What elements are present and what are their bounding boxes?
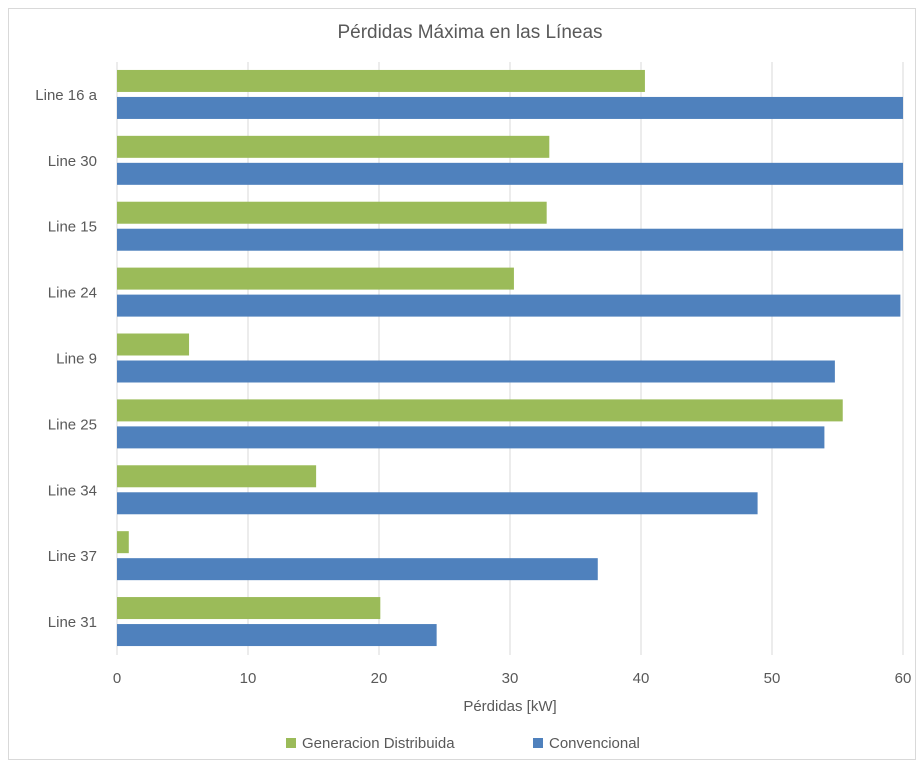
bar-generacion-distribuida: [117, 597, 381, 620]
x-tick-label: 20: [371, 670, 388, 687]
bar-convencional: [117, 162, 903, 185]
bar-generacion-distribuida: [117, 399, 843, 422]
bar-convencional: [117, 294, 901, 317]
bars: [117, 69, 903, 647]
legend: Generacion Distribuida Convencional: [286, 735, 640, 752]
x-tick-label: 10: [240, 670, 257, 687]
y-tick-label: Line 37: [48, 548, 97, 565]
y-tick-label: Line 30: [48, 153, 97, 170]
bar-generacion-distribuida: [117, 69, 645, 92]
chart-title: Pérdidas Máxima en las Líneas: [337, 22, 602, 43]
x-tick-label: 0: [113, 670, 121, 687]
y-tick-label: Line 16 a: [35, 87, 97, 104]
bar-generacion-distribuida: [117, 267, 514, 290]
bar-generacion-distribuida: [117, 135, 550, 158]
bar-convencional: [117, 558, 598, 581]
gridlines: [116, 62, 904, 655]
x-axis-title: Pérdidas [kW]: [463, 698, 556, 715]
x-tick-labels: 0 10 20 30 40 50 60: [113, 670, 912, 687]
y-tick-label: Line 25: [48, 416, 97, 433]
bar-convencional: [117, 96, 903, 119]
x-tick-label: 50: [764, 670, 781, 687]
bar-convencional: [117, 228, 903, 251]
legend-swatch: [286, 738, 296, 748]
legend-swatch: [533, 738, 543, 748]
x-tick-label: 40: [633, 670, 650, 687]
bar-convencional: [117, 360, 835, 383]
y-tick-label: Line 31: [48, 614, 97, 631]
bar-convencional: [117, 426, 825, 449]
x-tick-label: 60: [895, 670, 912, 687]
x-tick-label: 30: [502, 670, 519, 687]
y-tick-label: Line 15: [48, 219, 97, 236]
y-tick-label: Line 34: [48, 482, 97, 499]
bar-generacion-distribuida: [117, 465, 317, 488]
bar-generacion-distribuida: [117, 201, 547, 224]
bar-convencional: [117, 624, 437, 647]
legend-label: Convencional: [549, 735, 640, 752]
y-tick-label: Line 9: [56, 351, 97, 368]
y-tick-label: Line 24: [48, 285, 97, 302]
legend-label: Generacion Distribuida: [302, 735, 455, 752]
bar-generacion-distribuida: [117, 531, 129, 554]
y-tick-labels: Line 16 a Line 30 Line 15 Line 24 Line 9 Line…: [35, 87, 97, 631]
bar-generacion-distribuida: [117, 333, 190, 356]
bar-convencional: [117, 492, 758, 515]
